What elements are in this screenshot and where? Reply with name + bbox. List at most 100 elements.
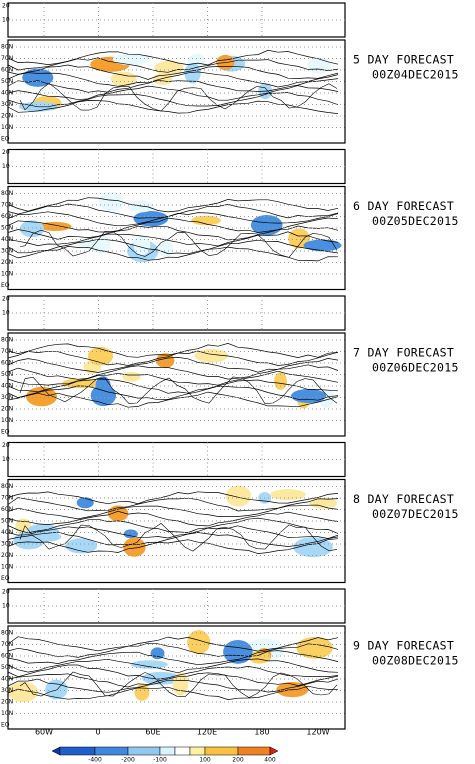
map-border bbox=[7, 478, 346, 584]
coastline bbox=[19, 229, 338, 258]
height-contour bbox=[7, 510, 339, 527]
height-contour bbox=[7, 636, 339, 652]
colorbar-end bbox=[51, 746, 61, 756]
anomaly-shading bbox=[293, 537, 333, 558]
anomaly-shading bbox=[127, 200, 155, 213]
strip-label: 20 bbox=[2, 3, 10, 10]
anomaly-shading bbox=[130, 660, 168, 669]
forecast-time: 00Z06DEC2015 bbox=[372, 361, 459, 375]
height-contour bbox=[7, 100, 339, 114]
colorbar-segment bbox=[159, 746, 176, 756]
lat-label: 70N bbox=[1, 641, 13, 648]
lat-label: EQ bbox=[1, 575, 10, 582]
height-contour bbox=[7, 92, 339, 108]
colorbar-end bbox=[269, 746, 279, 756]
strip-label: 10 bbox=[2, 163, 10, 170]
coastline bbox=[19, 83, 338, 112]
height-contour bbox=[7, 378, 339, 394]
forecast-time: 00Z07DEC2015 bbox=[372, 507, 459, 521]
lat-label: 30N bbox=[1, 101, 13, 108]
strip-label: 10 bbox=[2, 603, 10, 610]
anomaly-shading bbox=[26, 386, 58, 407]
lat-label: 80N bbox=[1, 337, 13, 344]
height-contour bbox=[7, 685, 339, 700]
anomaly-shading bbox=[112, 53, 151, 66]
lat-label: 70N bbox=[1, 202, 13, 209]
height-contour bbox=[7, 238, 339, 255]
anomaly-shading bbox=[225, 485, 252, 507]
anomaly-shading bbox=[158, 241, 174, 258]
height-contour bbox=[7, 350, 339, 366]
height-contour bbox=[7, 538, 339, 554]
anomaly-shading bbox=[123, 537, 146, 557]
height-contour bbox=[7, 650, 339, 666]
anomaly-shading bbox=[65, 538, 98, 554]
height-contour bbox=[7, 197, 339, 213]
anomaly-shading bbox=[291, 388, 327, 404]
lat-label: 40N bbox=[1, 383, 13, 390]
colorbar-label: -100 bbox=[153, 757, 167, 764]
coastline bbox=[19, 523, 338, 552]
anomaly-shading bbox=[187, 630, 211, 655]
anomaly-shading bbox=[184, 62, 201, 84]
lat-label: 30N bbox=[1, 687, 13, 694]
height-contour bbox=[7, 525, 339, 539]
map bbox=[7, 625, 346, 730]
height-contour bbox=[7, 391, 339, 408]
anomaly-shading bbox=[156, 353, 175, 369]
lat-label: 10N bbox=[1, 271, 13, 278]
forecast-title: 7 DAY FORECAST bbox=[353, 346, 454, 360]
map bbox=[7, 478, 346, 584]
lat-label: 70N bbox=[1, 495, 13, 502]
anomaly-shading bbox=[7, 681, 39, 702]
lat-label: 30N bbox=[1, 541, 13, 548]
height-contour bbox=[7, 491, 339, 505]
anomaly-shading bbox=[223, 639, 253, 664]
colorbar-label: -400 bbox=[88, 757, 102, 764]
colorbar-label: 100 bbox=[199, 757, 211, 764]
lat-label: 30N bbox=[1, 394, 13, 401]
lat-label: 80N bbox=[1, 483, 13, 490]
anomaly-shading bbox=[296, 636, 333, 659]
strip-label: 20 bbox=[2, 149, 10, 156]
strip-label: 20 bbox=[2, 296, 10, 303]
lat-label: 60N bbox=[1, 213, 13, 220]
anomaly-shading bbox=[45, 679, 68, 700]
lat-label: 10N bbox=[1, 417, 13, 424]
anomaly-shading bbox=[133, 234, 151, 256]
anomaly-shading bbox=[38, 221, 72, 231]
height-contour bbox=[7, 225, 339, 241]
lat-label: 20N bbox=[1, 406, 13, 413]
lat-label: 60N bbox=[1, 360, 13, 367]
map bbox=[7, 185, 346, 291]
height-contour bbox=[7, 217, 339, 233]
colorbar-segment bbox=[204, 746, 239, 756]
forecast-time: 00Z04DEC2015 bbox=[372, 68, 459, 82]
lat-label: 50N bbox=[1, 371, 13, 378]
lat-label: 50N bbox=[1, 664, 13, 671]
strip-label: 10 bbox=[2, 17, 10, 24]
lat-label: 20N bbox=[1, 552, 13, 559]
lat-label: 60N bbox=[1, 653, 13, 660]
lat-label: 80N bbox=[1, 630, 13, 637]
anomaly-shading bbox=[309, 497, 338, 509]
lon-label: 120E bbox=[197, 728, 217, 737]
coastline bbox=[19, 376, 338, 405]
height-contour bbox=[7, 364, 339, 380]
lat-label: 50N bbox=[1, 78, 13, 85]
anomaly-shading bbox=[98, 191, 124, 212]
lat-label: 20N bbox=[1, 259, 13, 266]
map-border bbox=[7, 185, 346, 291]
forecast-title: 6 DAY FORECAST bbox=[353, 199, 454, 213]
forecast-time: 00Z08DEC2015 bbox=[372, 654, 459, 668]
map-border bbox=[7, 332, 346, 437]
colorbar-segment bbox=[237, 746, 271, 756]
height-contour bbox=[7, 642, 339, 658]
height-contour bbox=[7, 672, 339, 688]
colorbar-label: 400 bbox=[264, 757, 276, 764]
lon-label: 180 bbox=[254, 728, 269, 737]
anomaly-shading bbox=[61, 378, 101, 389]
lat-label: 40N bbox=[1, 90, 13, 97]
lat-label: 50N bbox=[1, 225, 13, 232]
